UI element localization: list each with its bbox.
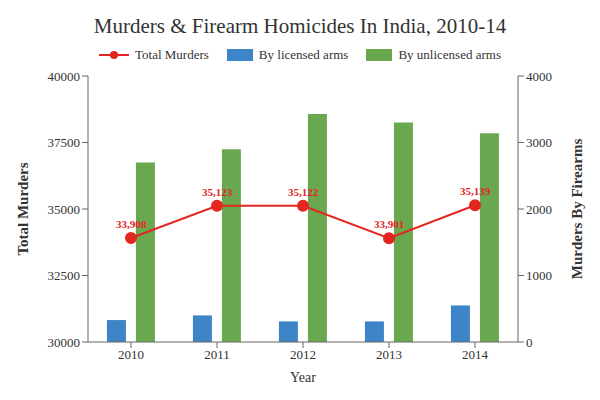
svg-text:33,908: 33,908	[116, 218, 147, 230]
html-text:By licensed arms: By licensed arms	[258, 47, 349, 62]
html-text:Murders & Firearm Homicides In: Murders & Firearm Homicides In India, 20…	[93, 14, 507, 38]
svg-text:2013: 2013	[376, 347, 402, 362]
svg-text:32500: 32500	[48, 268, 81, 283]
html-text:By unlicensed arms: By unlicensed arms	[398, 47, 501, 62]
svg-text:35,123: 35,123	[202, 186, 233, 198]
svg-text:Year: Year	[290, 370, 316, 385]
svg-text:2000: 2000	[526, 202, 552, 217]
svg-text:2010: 2010	[118, 347, 144, 362]
svg-text:Total Murders: Total Murders	[15, 162, 31, 255]
svg-text:2014: 2014	[462, 347, 489, 362]
svg-text:40000: 40000	[48, 69, 81, 84]
svg-text:35,139: 35,139	[460, 185, 491, 197]
svg-text:35,122: 35,122	[288, 186, 319, 198]
svg-text:2012: 2012	[290, 347, 316, 362]
svg-text:33,901: 33,901	[374, 218, 404, 230]
svg-text:3000: 3000	[526, 135, 552, 150]
svg-text:30000: 30000	[48, 335, 81, 350]
html-text:Total Murders: Total Murders	[135, 47, 209, 62]
svg-text:0: 0	[526, 335, 533, 350]
svg-text:37500: 37500	[48, 135, 81, 150]
svg-text:35000: 35000	[48, 202, 81, 217]
svg-text:4000: 4000	[526, 69, 552, 84]
svg-text:1000: 1000	[526, 268, 552, 283]
svg-text:Murders By Firearms: Murders By Firearms	[569, 139, 585, 280]
svg-text:2011: 2011	[204, 347, 230, 362]
